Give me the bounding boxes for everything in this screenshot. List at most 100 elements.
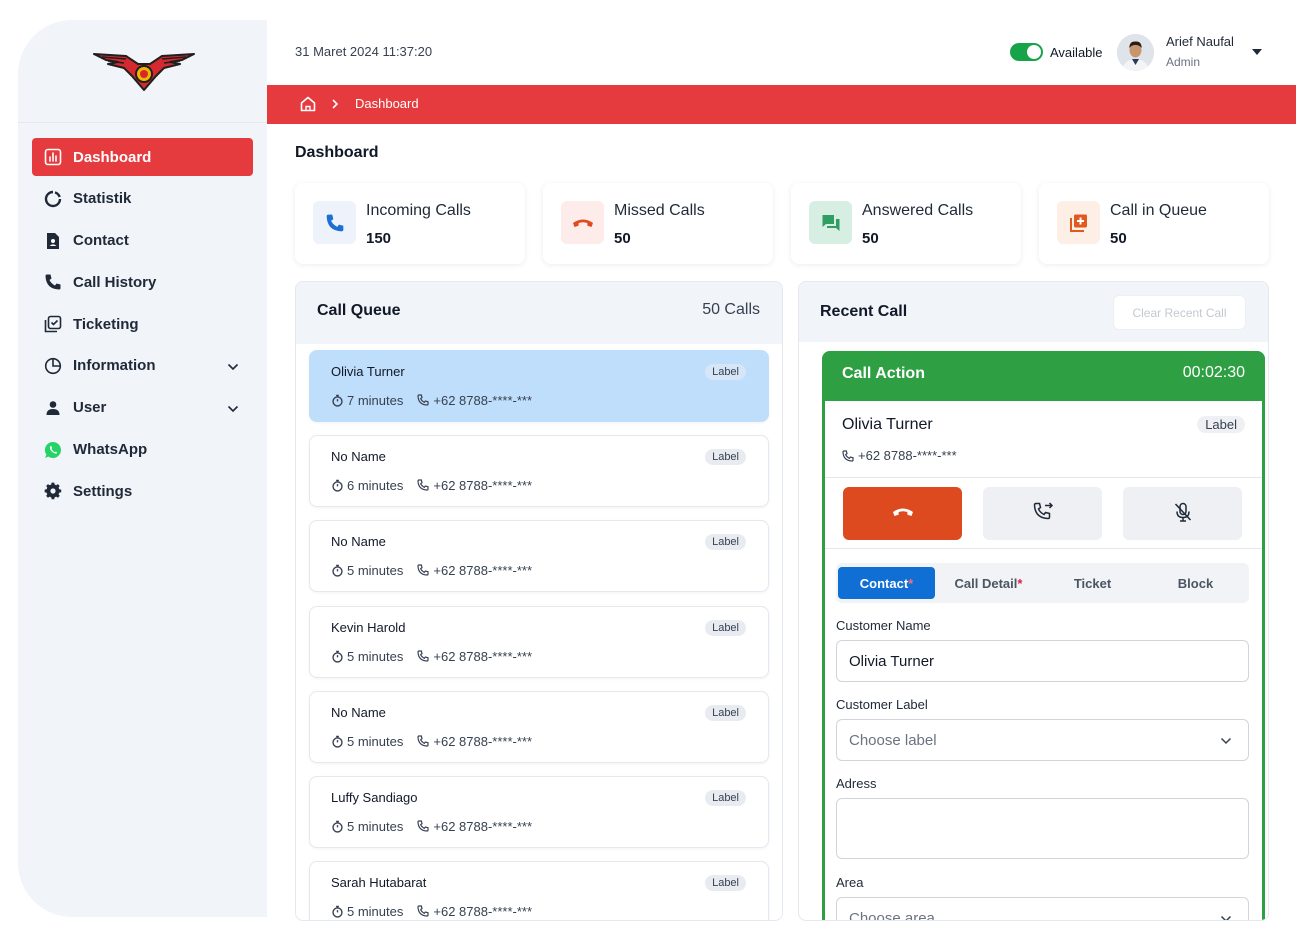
wait-time: 5 minutes: [347, 733, 404, 749]
call-timer: 00:02:30: [1182, 364, 1245, 381]
call-queue-item[interactable]: Olivia Turner Label 7 minutes +62 8788-****…: [309, 350, 769, 422]
stopwatch-icon: [331, 394, 344, 407]
wait-time: 5 minutes: [347, 819, 404, 834]
address-textarea[interactable]: [836, 798, 1249, 859]
tab-label: Ticket: [1073, 575, 1112, 591]
caller-name: Olivia Turner: [842, 416, 933, 433]
call-action-tabs: Contact * Call Detail * Ticket Block: [836, 563, 1249, 603]
wait-time: 5 minutes: [347, 648, 404, 664]
recent-call-title: Recent Call: [820, 303, 908, 320]
transfer-call-button[interactable]: [983, 487, 1102, 540]
caller-phone-number: +62 8788-****-***: [433, 393, 533, 408]
tab-label: Call Detail: [954, 575, 1018, 591]
sidebar-item-information[interactable]: Information: [32, 347, 253, 385]
clear-recent-call-button[interactable]: Clear Recent Call: [1113, 295, 1246, 330]
caller-name: Kevin Harold: [331, 619, 406, 635]
stat-card-missed: Missed Calls 50: [543, 183, 773, 264]
sidebar-item-user[interactable]: User: [32, 389, 253, 427]
caller-name: Olivia Turner: [331, 364, 405, 379]
chevron-down-icon: [1220, 734, 1232, 746]
ticket-check-icon: [44, 315, 62, 333]
sidebar-item-label: Statistik: [73, 190, 132, 208]
caller-label-badge: Label: [705, 449, 746, 466]
mute-microphone-button[interactable]: [1123, 487, 1242, 540]
caller-phone-number: +62 8788-****-***: [433, 819, 533, 834]
chevron-down-icon[interactable]: [227, 360, 239, 372]
sidebar-nav: Dashboard Statistik Contact Call History: [32, 138, 253, 514]
recent-call-header: Recent Call Clear Recent Call: [799, 282, 1268, 342]
tab-block[interactable]: Block: [1147, 567, 1244, 599]
call-queue-item[interactable]: Luffy Sandiago Label 5 minutes +62 8788-***…: [309, 776, 769, 848]
sidebar: Dashboard Statistik Contact Call History: [18, 20, 267, 917]
call-meta: 5 minutes +62 8788-****-***: [331, 734, 532, 749]
call-queue-item[interactable]: No Name Label 6 minutes +62 8788-****-***: [309, 435, 769, 508]
sidebar-item-contact[interactable]: Contact: [32, 222, 253, 260]
home-icon[interactable]: [299, 95, 317, 113]
call-queue-item[interactable]: Sarah Hutabarat Label 5 minutes +62 8788-**…: [309, 861, 769, 920]
end-call-button[interactable]: [843, 487, 962, 540]
chat-bubbles-icon: [809, 201, 852, 244]
incoming-phone-icon: [313, 201, 356, 244]
caller-name: No Name: [331, 704, 386, 720]
queue-add-icon: [1057, 201, 1100, 244]
tab-ticket[interactable]: Ticket: [1044, 567, 1141, 599]
stopwatch-icon: [331, 564, 344, 577]
user-menu-caret-icon[interactable]: [1252, 49, 1262, 55]
caller-phone-number: +62 8788-****-***: [858, 448, 957, 463]
stopwatch-icon: [331, 820, 344, 833]
brand-logo[interactable]: [92, 46, 196, 96]
caller-label-badge: Label: [705, 875, 746, 892]
call-queue-item[interactable]: No Name Label 5 minutes +62 8788-****-***: [309, 520, 769, 593]
circle-chart-icon: [44, 190, 62, 208]
area-placeholder: Choose area: [849, 909, 935, 921]
call-queue-item[interactable]: No Name Label 5 minutes +62 8788-****-***: [309, 690, 769, 763]
required-marker: *: [1017, 575, 1023, 591]
stat-card-incoming: Incoming Calls 150: [295, 183, 525, 264]
tab-call-detail[interactable]: Call Detail *: [940, 567, 1037, 599]
call-meta: 6 minutes +62 8788-****-***: [331, 478, 532, 493]
sidebar-item-statistik[interactable]: Statistik: [32, 180, 253, 218]
call-queue-count: 50 Calls: [702, 301, 760, 318]
phone-icon: [44, 273, 62, 291]
sidebar-item-call-history[interactable]: Call History: [32, 263, 253, 301]
caller-name: No Name: [331, 449, 386, 465]
sidebar-item-ticketing[interactable]: Ticketing: [32, 305, 253, 343]
call-meta: 5 minutes +62 8788-****-***: [331, 819, 532, 834]
caller-phone-number: +62 8788-****-***: [433, 904, 533, 920]
sidebar-item-label: Information: [73, 357, 156, 375]
stat-value: 50: [862, 230, 879, 247]
area-label: Area: [836, 875, 864, 890]
call-meta: 7 minutes +62 8788-****-***: [331, 393, 532, 408]
call-meta: 5 minutes +62 8788-****-***: [331, 563, 532, 578]
sidebar-item-settings[interactable]: Settings: [32, 472, 253, 510]
sidebar-item-label: Contact: [73, 232, 129, 250]
wait-time: 5 minutes: [347, 563, 404, 579]
customer-label-select[interactable]: Choose label: [836, 719, 1249, 761]
wait-time: 7 minutes: [347, 393, 404, 408]
wait-time: 5 minutes: [347, 904, 404, 920]
divider: [825, 477, 1262, 478]
call-queue-panel: Call Queue 50 Calls Olivia Turner Label 7 …: [295, 281, 783, 921]
phone-icon: [417, 905, 430, 918]
stopwatch-icon: [331, 735, 344, 748]
stat-label: Answered Calls: [862, 202, 974, 219]
availability-toggle[interactable]: [1010, 43, 1043, 61]
avatar[interactable]: [1117, 34, 1154, 71]
sidebar-item-label: Settings: [73, 482, 133, 500]
tab-contact[interactable]: Contact *: [838, 567, 935, 599]
call-meta: 5 minutes +62 8788-****-***: [331, 649, 532, 664]
sidebar-item-label: Ticketing: [73, 315, 139, 333]
caller-phone-number: +62 8788-****-***: [433, 563, 533, 579]
area-select[interactable]: Choose area: [836, 897, 1249, 921]
stat-value: 50: [1110, 230, 1127, 247]
sidebar-item-whatsapp[interactable]: WhatsApp: [32, 431, 253, 469]
chevron-down-icon[interactable]: [227, 402, 239, 414]
pie-chart-icon: [44, 357, 62, 375]
caller-label-badge: Label: [705, 790, 746, 806]
stat-label: Incoming Calls: [366, 202, 471, 219]
sidebar-item-dashboard[interactable]: Dashboard: [32, 138, 253, 176]
phone-icon: [417, 820, 430, 833]
customer-name-input[interactable]: Olivia Turner: [836, 640, 1249, 682]
call-queue-item[interactable]: Kevin Harold Label 5 minutes +62 8788-****-…: [309, 605, 769, 678]
